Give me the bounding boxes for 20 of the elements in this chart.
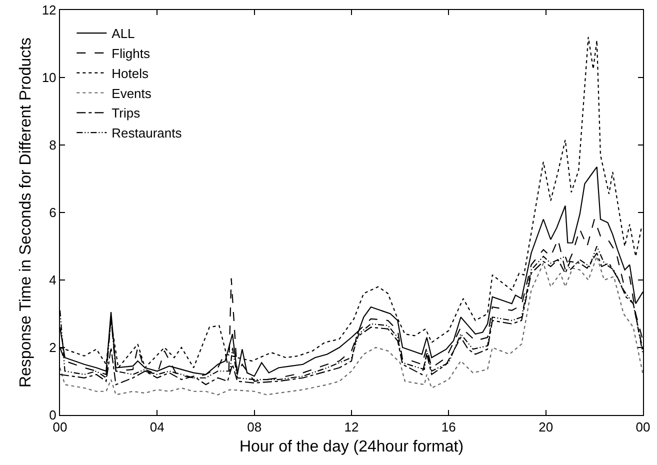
x-tick-label: 16: [441, 420, 456, 435]
legend-label: Restaurants: [112, 126, 182, 141]
y-axis-title: Response Time in Seconds for Different Products: [18, 37, 35, 388]
y-tick-label: 8: [49, 138, 56, 153]
x-axis-title: Hour of the day (24hour format): [239, 438, 464, 456]
legend-label: Trips: [112, 106, 141, 121]
y-tick-label: 6: [49, 205, 56, 220]
legend-label: Flights: [112, 46, 150, 62]
legend-label: Events: [112, 86, 152, 101]
x-tick-label: 12: [344, 420, 359, 435]
y-tick-label: 12: [42, 2, 56, 18]
x-tick-label: 00: [636, 420, 650, 435]
x-tick-label: 08: [247, 420, 262, 435]
y-tick-label: 10: [42, 70, 56, 86]
y-tick-label: 4: [49, 272, 56, 288]
legend-label: Hotels: [112, 66, 150, 81]
x-tick-label: 20: [538, 420, 554, 435]
x-tick-label: 04: [150, 420, 164, 435]
y-tick-label: 2: [49, 340, 56, 356]
legend-label: ALL: [112, 26, 135, 42]
